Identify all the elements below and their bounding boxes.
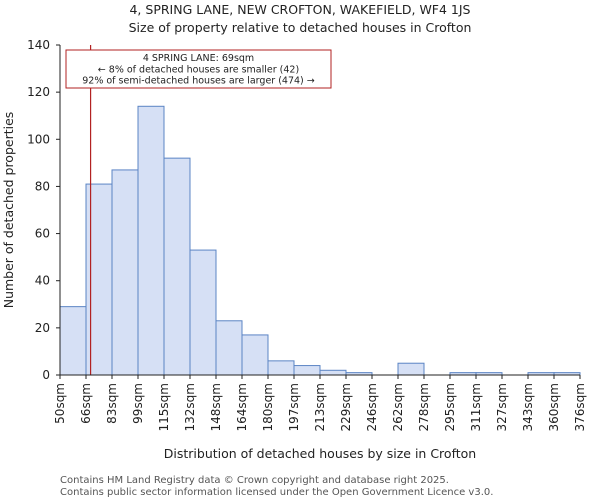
bar-132sqm xyxy=(189,249,217,376)
x-tick-labels: 50sqm 66sqm 83sqm 99sqm 115sqm 132sqm 148sqm 16… xyxy=(53,383,587,431)
bar-262sqm xyxy=(397,362,425,376)
annotation-frame xyxy=(65,49,332,89)
x-tick-label: 360sqm xyxy=(547,383,561,431)
chart-subtitle: Size of property relative to detached ho… xyxy=(129,20,472,35)
y-tick-label: 140 xyxy=(27,38,50,52)
x-tick-label: 278sqm xyxy=(417,383,431,431)
x-tick-label: 213sqm xyxy=(313,383,327,431)
x-tick-label: 180sqm xyxy=(261,383,275,431)
annotation-line-2: ← 8% of detached houses are smaller (42) xyxy=(98,65,299,76)
footer-line-2: Contains public sector information licen… xyxy=(60,487,493,498)
annotation-line-3: 92% of semi-detached houses are larger (… xyxy=(82,76,315,87)
x-tick-label: 327sqm xyxy=(495,383,509,431)
bar-115sqm xyxy=(163,157,191,376)
x-tick-label: 83sqm xyxy=(105,383,119,424)
bar-197sqm xyxy=(293,365,321,376)
x-tick-label: 262sqm xyxy=(391,383,405,431)
bars xyxy=(59,105,581,376)
x-tick-label: 50sqm xyxy=(53,383,67,424)
x-tick-label: 197sqm xyxy=(287,383,301,431)
x-tick-label: 343sqm xyxy=(521,383,535,431)
x-tick-label: 132sqm xyxy=(183,383,197,431)
annotation-line-1: 4 SPRING LANE: 69sqm xyxy=(143,53,254,64)
y-tick-label: 120 xyxy=(27,85,50,99)
x-tick-label: 164sqm xyxy=(235,383,249,431)
bar-99sqm xyxy=(137,105,165,376)
annotation-box: 4 SPRING LANE: 69sqm ← 8% of detached ho… xyxy=(65,49,332,89)
y-tick-label: 40 xyxy=(35,274,50,288)
bar-180sqm xyxy=(267,360,295,376)
x-tick-label: 295sqm xyxy=(443,383,457,431)
x-tick-label: 115sqm xyxy=(157,383,171,431)
footer-line-1: Contains HM Land Registry data © Crown c… xyxy=(60,475,449,486)
x-tick-label: 376sqm xyxy=(573,383,587,431)
x-tick-label: 229sqm xyxy=(339,383,353,431)
y-tick-label: 0 xyxy=(42,368,50,382)
bar-83sqm xyxy=(111,169,139,376)
y-axis-label: Number of detached properties xyxy=(1,112,16,309)
bar-164sqm xyxy=(241,334,269,376)
x-tick-label: 311sqm xyxy=(469,383,483,431)
bar-213sqm xyxy=(319,369,347,376)
bar-66sqm xyxy=(85,183,113,376)
y-tick-label: 100 xyxy=(27,132,50,146)
axes xyxy=(56,44,581,379)
y-tick-labels: 0 20 40 60 80 100 120 140 xyxy=(27,38,50,382)
x-tick-label: 66sqm xyxy=(79,383,93,424)
y-tick-label: 20 xyxy=(35,321,50,335)
x-axis-label: Distribution of detached houses by size … xyxy=(164,446,476,461)
x-tick-label: 246sqm xyxy=(365,383,379,431)
chart-title: 4, SPRING LANE, NEW CROFTON, WAKEFIELD, … xyxy=(129,2,470,17)
bar-50sqm xyxy=(59,306,87,376)
x-tick-label: 99sqm xyxy=(131,383,145,424)
bar-148sqm xyxy=(215,320,243,376)
y-tick-label: 80 xyxy=(35,179,50,193)
y-tick-label: 60 xyxy=(35,227,50,241)
x-tick-label: 148sqm xyxy=(209,383,223,431)
